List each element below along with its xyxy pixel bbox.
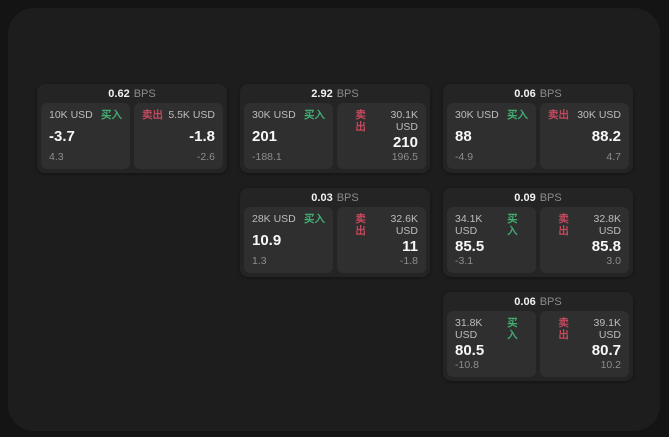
spread-header: 2.92 BPS [244, 84, 426, 103]
buy-amount: 30K USD [455, 109, 499, 121]
sell-tag: 卖出 [558, 213, 569, 237]
buy-price: 10.9 [252, 231, 282, 249]
buy-tile[interactable]: 30K USD 买入 88 -4.9 [447, 103, 536, 169]
buy-change: -3.1 [455, 255, 474, 267]
sell-amount: 5.5K USD [168, 109, 215, 121]
buy-price: 80.5 [455, 341, 485, 359]
quote-tiles: 10K USD 买入 -3.7 4.3 卖出 5.5K USD -1.8 -2.… [41, 103, 223, 169]
quote-tiles: 28K USD 买入 10.9 1.3 卖出 32.6K USD 11 -1.8 [244, 207, 426, 273]
sell-price: -1.8 [189, 127, 215, 145]
sell-tile[interactable]: 卖出 30.1K USD 210 196.5 [337, 103, 426, 169]
sell-tag: 卖出 [355, 213, 366, 237]
sell-amount: 32.8K USD [593, 213, 621, 237]
quote-tiles: 34.1K USD 买入 85.5 -3.1 卖出 32.8K USD 85.8… [447, 207, 629, 273]
buy-price: 201 [252, 127, 278, 145]
sell-change: 10.2 [600, 359, 621, 371]
buy-tag: 买入 [304, 213, 325, 225]
buy-tag: 买入 [507, 109, 528, 121]
sell-tile[interactable]: 卖出 30K USD 88.2 4.7 [540, 103, 629, 169]
buy-tag: 买入 [304, 109, 325, 121]
sell-tile[interactable]: 卖出 5.5K USD -1.8 -2.6 [134, 103, 223, 169]
spread-value: 2.92 [311, 87, 333, 100]
buy-tile[interactable]: 28K USD 买入 10.9 1.3 [244, 207, 333, 273]
sell-price: 11 [402, 237, 418, 255]
quote-card: 0.06 BPS 30K USD 买入 88 -4.9 卖出 30K USD 8… [443, 84, 633, 173]
quote-tiles: 30K USD 买入 201 -188.1 卖出 30.1K USD 210 1… [244, 103, 426, 169]
quote-card: 0.09 BPS 34.1K USD 买入 85.5 -3.1 卖出 32.8K… [443, 188, 633, 277]
buy-tag: 买入 [507, 317, 518, 341]
sell-change: 3.0 [606, 255, 621, 267]
spread-value: 0.09 [514, 191, 536, 204]
sell-price: 80.7 [591, 341, 621, 359]
spread-unit: BPS [539, 87, 562, 100]
sell-change: -1.8 [399, 255, 418, 267]
buy-amount: 30K USD [252, 109, 296, 121]
spread-unit: BPS [336, 191, 359, 204]
sell-change: -2.6 [196, 151, 215, 163]
buy-amount: 28K USD [252, 213, 296, 225]
sell-change: 4.7 [606, 151, 621, 163]
buy-amount: 10K USD [49, 109, 93, 121]
sell-price: 88.2 [591, 127, 621, 145]
spread-unit: BPS [539, 295, 562, 308]
spread-value: 0.06 [514, 295, 536, 308]
sell-tile[interactable]: 卖出 32.6K USD 11 -1.8 [337, 207, 426, 273]
spread-header: 0.06 BPS [447, 292, 629, 311]
sell-tag: 卖出 [548, 109, 569, 121]
quote-card: 2.92 BPS 30K USD 买入 201 -188.1 卖出 30.1K … [240, 84, 430, 173]
buy-price: 85.5 [455, 237, 485, 255]
spread-unit: BPS [336, 87, 359, 100]
spread-header: 0.06 BPS [447, 84, 629, 103]
sell-amount: 30.1K USD [390, 109, 418, 133]
spread-header: 0.62 BPS [41, 84, 223, 103]
sell-tile[interactable]: 卖出 39.1K USD 80.7 10.2 [540, 311, 629, 377]
quote-tiles: 30K USD 买入 88 -4.9 卖出 30K USD 88.2 4.7 [447, 103, 629, 169]
buy-change: -10.8 [455, 359, 479, 371]
sell-price: 85.8 [591, 237, 621, 255]
buy-tile[interactable]: 30K USD 买入 201 -188.1 [244, 103, 333, 169]
spread-value: 0.03 [311, 191, 333, 204]
sell-amount: 39.1K USD [593, 317, 621, 341]
quote-card: 0.06 BPS 31.8K USD 买入 80.5 -10.8 卖出 39.1… [443, 292, 633, 381]
quote-card: 0.03 BPS 28K USD 买入 10.9 1.3 卖出 32.6K US… [240, 188, 430, 277]
spread-value: 0.62 [108, 87, 130, 100]
spread-unit: BPS [133, 87, 156, 100]
buy-change: -188.1 [252, 151, 282, 163]
spread-header: 0.09 BPS [447, 188, 629, 207]
spread-unit: BPS [539, 191, 562, 204]
buy-tile[interactable]: 34.1K USD 买入 85.5 -3.1 [447, 207, 536, 273]
spread-header: 0.03 BPS [244, 188, 426, 207]
buy-change: 1.3 [252, 255, 267, 267]
buy-tile[interactable]: 10K USD 买入 -3.7 4.3 [41, 103, 130, 169]
sell-tag: 卖出 [142, 109, 163, 121]
sell-tile[interactable]: 卖出 32.8K USD 85.8 3.0 [540, 207, 629, 273]
quote-card: 0.62 BPS 10K USD 买入 -3.7 4.3 卖出 5.5K USD… [37, 84, 227, 173]
buy-price: 88 [455, 127, 472, 145]
buy-change: -4.9 [455, 151, 474, 163]
sell-price: 210 [392, 133, 418, 151]
buy-change: 4.3 [49, 151, 64, 163]
buy-tag: 买入 [507, 213, 518, 237]
sell-amount: 32.6K USD [390, 213, 418, 237]
buy-tag: 买入 [101, 109, 122, 121]
sell-change: 196.5 [391, 151, 418, 163]
buy-tile[interactable]: 31.8K USD 买入 80.5 -10.8 [447, 311, 536, 377]
quote-tiles: 31.8K USD 买入 80.5 -10.8 卖出 39.1K USD 80.… [447, 311, 629, 377]
sell-tag: 卖出 [558, 317, 569, 341]
spread-value: 0.06 [514, 87, 536, 100]
buy-amount: 34.1K USD [455, 213, 483, 237]
buy-price: -3.7 [49, 127, 75, 145]
buy-amount: 31.8K USD [455, 317, 483, 341]
sell-amount: 30K USD [577, 109, 621, 121]
sell-tag: 卖出 [355, 109, 366, 133]
